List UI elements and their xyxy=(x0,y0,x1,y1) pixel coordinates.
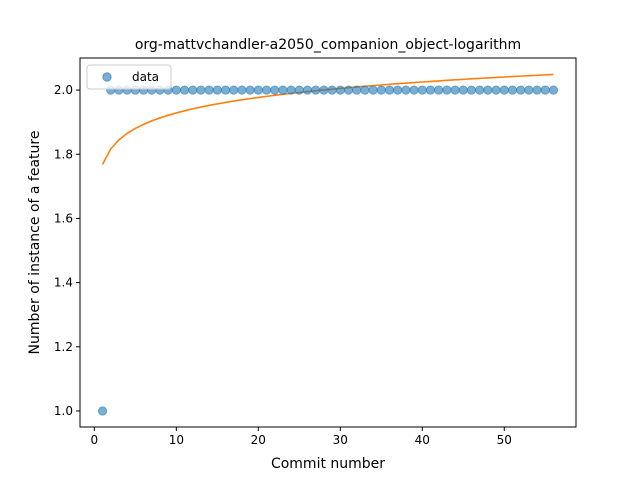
x-tick-label: 50 xyxy=(497,433,512,447)
y-tick-label: 1.6 xyxy=(54,211,73,225)
legend-label-data: data xyxy=(132,70,159,84)
data-point xyxy=(532,85,542,95)
data-point xyxy=(393,85,403,95)
chart-title: org-mattvchandler-a2050_companion_object… xyxy=(135,37,521,53)
x-tick-label: 40 xyxy=(415,433,430,447)
legend-box xyxy=(86,64,172,90)
data-point xyxy=(335,85,345,95)
data-point xyxy=(434,85,444,95)
data-point xyxy=(483,85,493,95)
data-point xyxy=(548,85,559,95)
data-point xyxy=(343,85,354,95)
data-point xyxy=(458,85,468,95)
data-point xyxy=(171,85,181,95)
data-point xyxy=(220,85,231,95)
data-point xyxy=(352,85,362,95)
legend: data xyxy=(86,64,172,90)
y-tick-label: 2.0 xyxy=(54,83,73,97)
data-point xyxy=(229,85,239,95)
data-point xyxy=(442,85,452,95)
y-axis-ticks: 1.0 1.2 1.4 1.6 1.8 2.0 xyxy=(54,83,80,418)
data-point xyxy=(327,85,337,95)
data-point xyxy=(384,85,395,95)
data-point xyxy=(261,85,272,95)
data-point xyxy=(417,85,427,95)
y-tick-label: 1.4 xyxy=(54,276,73,290)
data-point xyxy=(237,85,247,95)
data-point xyxy=(294,85,304,95)
data-point xyxy=(253,85,263,95)
data-point xyxy=(516,85,526,95)
data-point xyxy=(409,85,419,95)
data-point xyxy=(286,85,296,95)
data-point xyxy=(97,406,108,416)
data-point xyxy=(212,85,222,95)
data-point xyxy=(302,85,313,95)
y-tick-label: 1.2 xyxy=(54,340,73,354)
data-point xyxy=(466,85,477,95)
data-point xyxy=(450,85,460,95)
x-tick-label: 10 xyxy=(169,433,184,447)
data-point xyxy=(507,85,518,95)
plot-frame xyxy=(79,57,577,428)
data-point xyxy=(540,85,550,95)
data-point xyxy=(179,85,190,95)
data-point xyxy=(311,85,321,95)
y-axis-label: Number of instance of a feature xyxy=(27,131,43,355)
data-point xyxy=(499,85,509,95)
data-point xyxy=(196,85,206,95)
data-point xyxy=(491,85,501,95)
x-axis-ticks: 0 10 20 30 40 50 xyxy=(91,427,512,447)
data-point xyxy=(270,85,280,95)
data-point xyxy=(188,85,198,95)
data-point xyxy=(425,85,436,95)
data-point xyxy=(368,85,378,95)
data-point xyxy=(319,85,329,95)
data-point xyxy=(278,85,288,95)
data-point xyxy=(475,85,485,95)
data-point xyxy=(245,85,255,95)
data-point xyxy=(204,85,214,95)
x-tick-label: 20 xyxy=(251,433,266,447)
data-point xyxy=(401,85,411,95)
legend-marker-data xyxy=(102,72,112,82)
y-tick-label: 1.8 xyxy=(54,147,73,161)
x-axis-label: Commit number xyxy=(271,456,385,472)
data-point xyxy=(376,85,386,95)
x-tick-label: 0 xyxy=(91,433,99,447)
x-tick-label: 30 xyxy=(333,433,348,447)
y-tick-label: 1.0 xyxy=(54,404,73,418)
data-point xyxy=(360,85,370,95)
data-point xyxy=(524,85,534,95)
